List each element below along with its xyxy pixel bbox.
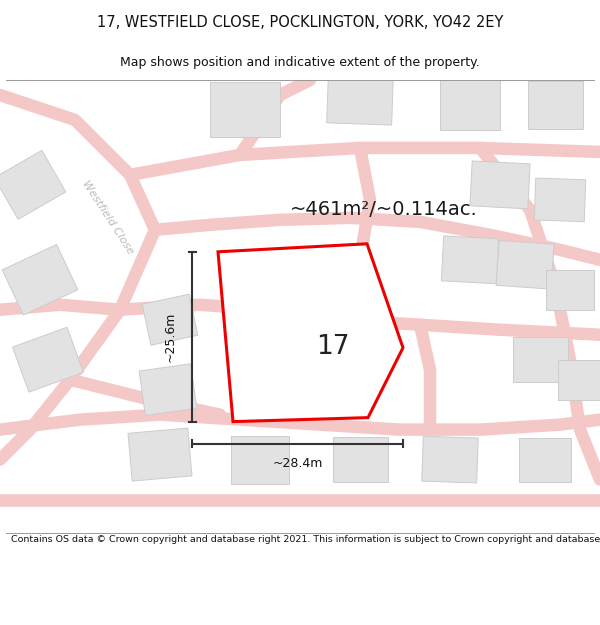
Polygon shape <box>128 428 192 481</box>
Polygon shape <box>519 438 571 481</box>
Polygon shape <box>326 75 394 125</box>
Polygon shape <box>442 236 499 284</box>
Text: ~461m²/~0.114ac.: ~461m²/~0.114ac. <box>290 201 478 219</box>
Polygon shape <box>332 437 388 482</box>
Polygon shape <box>512 338 568 382</box>
Polygon shape <box>2 244 78 315</box>
Polygon shape <box>0 151 66 219</box>
Polygon shape <box>534 178 586 222</box>
Polygon shape <box>546 270 594 310</box>
Polygon shape <box>496 241 554 289</box>
Polygon shape <box>440 80 500 130</box>
Polygon shape <box>422 436 478 483</box>
Polygon shape <box>231 436 289 484</box>
Polygon shape <box>470 161 530 209</box>
Polygon shape <box>218 244 403 422</box>
Polygon shape <box>13 328 83 392</box>
Polygon shape <box>210 82 280 138</box>
Polygon shape <box>557 360 600 399</box>
Text: Westfield Close: Westfield Close <box>80 179 136 257</box>
Text: ~25.6m: ~25.6m <box>163 311 176 362</box>
Text: 17, WESTFIELD CLOSE, POCKLINGTON, YORK, YO42 2EY: 17, WESTFIELD CLOSE, POCKLINGTON, YORK, … <box>97 15 503 30</box>
Text: 17: 17 <box>316 334 350 359</box>
Text: ~28.4m: ~28.4m <box>272 457 323 470</box>
Polygon shape <box>139 364 197 416</box>
Text: Map shows position and indicative extent of the property.: Map shows position and indicative extent… <box>120 56 480 69</box>
Polygon shape <box>240 262 353 379</box>
Polygon shape <box>142 294 198 345</box>
Polygon shape <box>527 81 583 129</box>
Text: Contains OS data © Crown copyright and database right 2021. This information is : Contains OS data © Crown copyright and d… <box>11 535 600 544</box>
